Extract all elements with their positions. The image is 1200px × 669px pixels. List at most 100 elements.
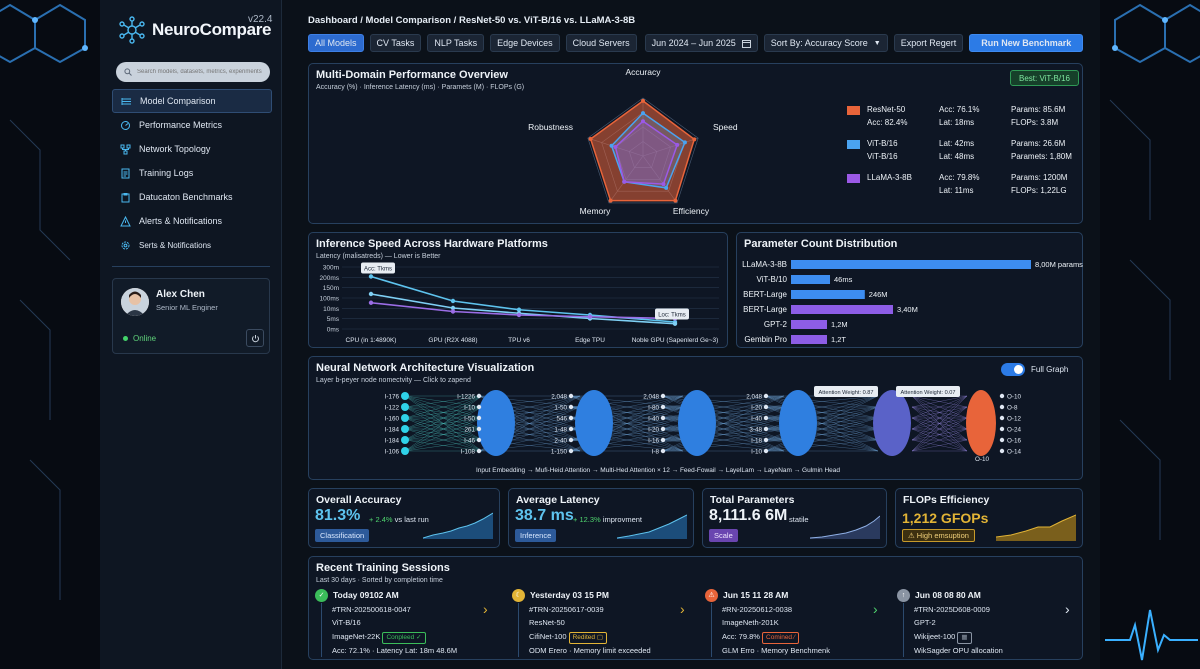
sidebar-item-network-topology[interactable]: Network Topology <box>112 137 272 161</box>
bar-category-label: ViT-B/10 <box>756 275 787 284</box>
session-chip: Comined ⁄ <box>762 631 799 644</box>
sidebar-item-benchmarks[interactable]: Datucaton Benchmarks <box>112 185 272 209</box>
training-sessions-panel: Recent Training Sessions Last 30 days · … <box>308 556 1083 660</box>
session-chip: ▦ <box>957 631 972 644</box>
neuron-label: I-184 <box>385 427 400 434</box>
neuron-label: I-176 <box>385 394 400 401</box>
sidebar-nav: Model Comparison Performance Metrics Net… <box>112 89 272 257</box>
session-item[interactable]: ↑ Jun 08 08 80 AM #TRN-2025D608-0009 GPT-2 W… <box>897 589 1082 657</box>
neuron-label: I-20 <box>751 405 762 412</box>
stat-title: Total Parameters <box>710 494 795 506</box>
sidebar-item-performance-metrics[interactable]: Performance Metrics <box>112 113 272 137</box>
bar-value-label: 8,00M params <box>1035 260 1083 269</box>
logout-button[interactable] <box>246 329 264 347</box>
neuron-label: I-46 <box>464 438 475 445</box>
sidebar-item-training-logs[interactable]: Training Logs <box>112 161 272 185</box>
sidebar-item-settings[interactable]: Serts & Notifications <box>112 233 272 257</box>
legend-param: Params: 85.6M <box>1011 105 1066 114</box>
power-icon <box>251 334 259 342</box>
callout-label: Loc: Tkms <box>658 313 686 319</box>
app-logo: NeuroCompare <box>118 16 272 44</box>
legend-row: ViT-B/16 ViT-B/16 Lat: 42ms Lat: 48ms Params… <box>847 138 1077 166</box>
neuron-label: I-10 <box>751 449 762 456</box>
radar-axis-label: Speed <box>713 122 738 132</box>
legend-row: LLaMA-3-8B Acc: 79.8% Lat: 11ms Params: 120… <box>847 172 1077 200</box>
y-tick-label: 100ms <box>319 296 339 303</box>
full-graph-toggle[interactable]: Full Graph <box>1001 363 1068 376</box>
layers-icon <box>121 97 131 105</box>
connection <box>911 395 968 419</box>
legend-metric: Lat: 11ms <box>939 186 974 195</box>
sort-dropdown[interactable]: Sort By: Accuracy Score ▼ <box>763 34 888 52</box>
run-benchmark-button[interactable]: Run New Benchmark <box>969 34 1084 52</box>
chevron-right-icon[interactable]: › <box>1065 601 1070 617</box>
sidebar-item-model-comparison[interactable]: Model Comparison <box>112 89 272 113</box>
chevron-down-icon: ▼ <box>873 39 881 47</box>
legend-swatch <box>847 106 860 115</box>
y-tick-label: 5ms <box>327 316 340 323</box>
neuron <box>476 415 482 421</box>
search-icon <box>124 68 132 76</box>
legend-param: FLOPs: 3.8M <box>1011 118 1059 127</box>
session-item[interactable]: ⚠ Jun 15 11 28 AM #RN-20250612-0038 ImageNe… <box>705 589 890 657</box>
filter-all-models[interactable]: All Models <box>308 34 364 52</box>
neuron <box>999 426 1005 432</box>
connection <box>404 395 483 430</box>
session-status-icon: ✓ <box>315 589 328 603</box>
layer-node-1 <box>477 390 515 456</box>
session-status-icon: ⚠ <box>705 589 718 603</box>
date-range-label: Jun 2024 – Jun 2025 <box>651 38 736 48</box>
chevron-right-icon[interactable]: › <box>483 601 488 617</box>
date-range-picker[interactable]: Jun 2024 – Jun 2025 <box>644 34 758 52</box>
filter-cv-tasks[interactable]: CV Tasks <box>369 34 422 52</box>
neuron-label: I-1226 <box>457 394 475 401</box>
search-input[interactable] <box>137 69 262 75</box>
chevron-right-icon[interactable]: › <box>680 601 685 617</box>
legend-model: LLaMA-3-8B <box>867 173 912 182</box>
avatar <box>121 288 149 316</box>
neuron <box>999 437 1005 443</box>
neuron-label: O-8 <box>1007 405 1018 412</box>
neuron-label: I-10 <box>464 405 475 412</box>
line-point <box>516 312 522 318</box>
search-box[interactable] <box>116 62 270 82</box>
neuron-label: 1-50 <box>554 405 567 412</box>
neuron <box>763 415 769 421</box>
session-model: ResNet-50 <box>529 618 565 627</box>
callout-box <box>361 262 395 274</box>
neuron-label: I-184 <box>385 438 400 445</box>
panel-title: Parameter Count Distribution <box>744 238 898 250</box>
radar-point <box>613 145 618 150</box>
stat-value: 81.3% <box>315 507 361 524</box>
export-report-button[interactable]: Export Regert <box>893 34 964 52</box>
calendar-icon <box>741 39 751 48</box>
neuron-label: O-14 <box>1007 449 1021 456</box>
neuron-label: O-12 <box>1007 416 1021 423</box>
sidebar-item-label: Performance Metrics <box>139 120 223 130</box>
user-status-label: Online <box>133 334 157 343</box>
y-tick-label: 300m <box>323 265 339 272</box>
session-item[interactable]: ☾ Yesterday 03 15 PM #TRN-20250617-0039 Res… <box>512 589 697 657</box>
stat-tag: Classification <box>315 529 370 542</box>
toggle-label: Full Graph <box>1031 365 1069 374</box>
session-item[interactable]: ✓ Today 09102 AM #TRN-202500618-0047 ViT-B/… <box>315 589 500 657</box>
filter-cloud-servers[interactable]: Cloud Servers <box>565 34 637 52</box>
line-point <box>672 321 678 326</box>
connection <box>911 406 968 452</box>
stat-note: statile <box>789 515 809 524</box>
panel-subtitle: Latency (malisatreds) — Lower is Better <box>316 253 441 260</box>
x-tick-label: TPU v6 <box>508 337 530 344</box>
filter-edge-devices[interactable]: Edge Devices <box>490 34 560 52</box>
sidebar-item-alerts[interactable]: Alerts & Notifications <box>112 209 272 233</box>
radar-point <box>609 143 614 148</box>
legend-model-sub: Acc: 82.4% <box>867 118 908 127</box>
bar <box>791 260 1031 269</box>
filter-nlp-tasks[interactable]: NLP Tasks <box>427 34 485 52</box>
callout-label: Acc: Tkms <box>364 267 392 273</box>
chevron-right-icon[interactable]: › <box>873 601 878 617</box>
toggle-switch[interactable] <box>1001 363 1025 376</box>
neuron <box>568 426 574 432</box>
neuron-label: 2-40 <box>554 438 567 445</box>
session-status-icon: ↑ <box>897 589 910 603</box>
layer-node-5 <box>873 390 911 456</box>
